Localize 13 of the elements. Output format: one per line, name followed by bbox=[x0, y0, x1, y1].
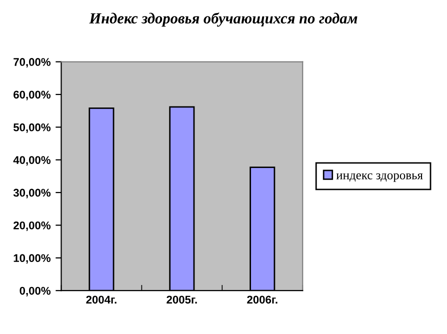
x-tick-label: 2006г. bbox=[247, 296, 278, 304]
y-tick-label: 40,00% bbox=[13, 156, 51, 166]
y-tick-label: 70,00% bbox=[14, 58, 51, 68]
y-tick-label: 60,00% bbox=[14, 90, 51, 100]
y-tick-label: 0,00% bbox=[20, 286, 51, 296]
y-tick-label: 50,00% bbox=[13, 123, 51, 133]
y-tick-label: 10,00% bbox=[14, 254, 51, 264]
chart-title: Индекс здоровья обучающихся по годам bbox=[89, 12, 358, 27]
y-tick-label: 30,00% bbox=[13, 188, 51, 198]
y-tick-label: 20,00% bbox=[14, 221, 51, 231]
x-tick-label: 2005г. bbox=[166, 296, 197, 304]
x-tick-label: 2004г. bbox=[86, 296, 116, 304]
legend-label: индекс здоровья bbox=[336, 173, 423, 182]
